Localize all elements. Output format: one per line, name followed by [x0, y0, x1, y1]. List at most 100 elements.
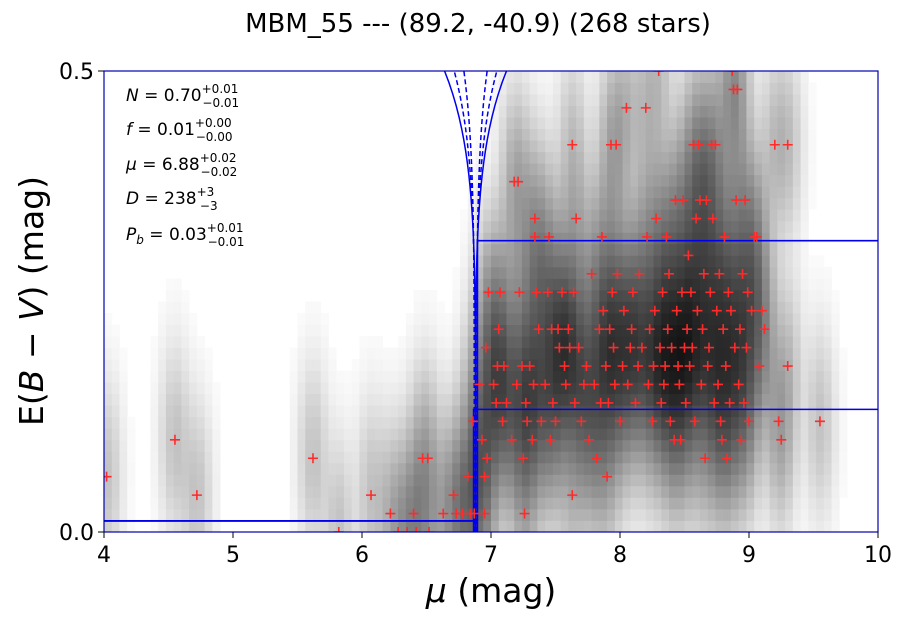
density-cell	[514, 497, 523, 510]
density-cell	[723, 232, 732, 245]
density-cell	[576, 278, 585, 291]
density-cell	[583, 393, 593, 406]
density-cell	[707, 428, 716, 441]
density-cell	[653, 508, 662, 521]
density-cell	[692, 220, 701, 233]
star-point	[191, 490, 202, 501]
density-cell	[483, 428, 492, 441]
density-cell	[645, 243, 654, 256]
star-point	[385, 508, 396, 519]
density-cell	[800, 94, 809, 106]
density-cell	[684, 278, 693, 291]
density-cell	[785, 197, 794, 210]
density-cell	[653, 220, 662, 233]
density-cell	[537, 428, 546, 441]
density-cell	[545, 278, 554, 291]
density-cell	[707, 151, 716, 164]
density-cell	[723, 520, 732, 532]
density-cell	[777, 71, 786, 83]
density-cell	[738, 289, 747, 302]
density-cell	[289, 439, 298, 452]
density-cell	[622, 289, 631, 302]
density-cell	[676, 140, 685, 153]
density-cell	[684, 405, 693, 418]
density-cell	[405, 405, 414, 418]
density-cell	[730, 71, 740, 83]
density-cell	[460, 370, 469, 383]
density-cell	[607, 301, 616, 314]
density-cell	[498, 220, 507, 233]
density-cell	[514, 462, 523, 475]
density-cell	[583, 313, 593, 325]
density-cell	[661, 313, 670, 325]
density-cell	[436, 382, 445, 395]
density-cell	[699, 405, 709, 418]
density-cell	[165, 370, 175, 383]
density-cell	[568, 266, 577, 279]
density-cell	[676, 94, 685, 106]
density-cell	[576, 359, 585, 372]
density-cell	[622, 439, 631, 452]
density-cell	[591, 209, 600, 222]
density-cell	[204, 485, 213, 498]
density-cell	[792, 71, 801, 83]
density-cell	[498, 382, 507, 395]
density-cell	[413, 520, 422, 532]
density-cell	[653, 186, 662, 199]
density-cell	[405, 428, 414, 441]
density-cell	[552, 151, 562, 164]
density-cell	[746, 278, 755, 291]
density-cell	[483, 474, 492, 487]
density-cell	[692, 428, 701, 441]
density-cell	[181, 393, 190, 406]
density-cell	[460, 416, 469, 429]
density-cell	[460, 474, 469, 487]
density-cell	[390, 474, 399, 487]
density-cell	[398, 508, 407, 521]
density-cell	[452, 347, 461, 360]
density-cell	[692, 197, 701, 210]
density-cell	[738, 324, 747, 337]
density-cell	[367, 508, 376, 521]
density-cell	[645, 197, 654, 210]
star-point	[600, 361, 611, 372]
density-cell	[638, 128, 647, 141]
density-cell	[506, 520, 515, 532]
density-cell	[328, 485, 337, 498]
density-cell	[638, 382, 647, 395]
density-cell	[367, 359, 376, 372]
density-cell	[661, 301, 670, 314]
density-cell	[328, 416, 337, 429]
density-cell	[669, 255, 678, 268]
density-cell	[754, 462, 763, 475]
density-cell	[436, 370, 445, 383]
density-cell	[204, 439, 213, 452]
density-cell	[769, 382, 778, 395]
density-cell	[738, 94, 747, 106]
density-cell	[173, 416, 182, 429]
density-cell	[630, 313, 639, 325]
density-cell	[336, 370, 345, 383]
density-cell	[475, 347, 484, 360]
density-cell	[707, 359, 716, 372]
density-cell	[645, 278, 654, 291]
density-cell	[676, 462, 685, 475]
density-cell	[723, 382, 732, 395]
density-cell	[761, 451, 771, 464]
density-cell	[181, 359, 190, 372]
density-cell	[165, 393, 175, 406]
density-cell	[730, 485, 740, 498]
density-cell	[622, 209, 631, 222]
density-cell	[529, 313, 538, 325]
density-cell	[452, 416, 461, 429]
density-cell	[436, 497, 445, 510]
density-cell	[119, 520, 128, 532]
density-cell	[715, 451, 724, 464]
density-cell	[599, 151, 608, 164]
star-point	[604, 324, 615, 335]
star-point	[518, 453, 529, 464]
density-cell	[614, 405, 623, 418]
star-point	[608, 342, 619, 353]
density-cell	[692, 243, 701, 256]
star-point	[497, 416, 508, 427]
